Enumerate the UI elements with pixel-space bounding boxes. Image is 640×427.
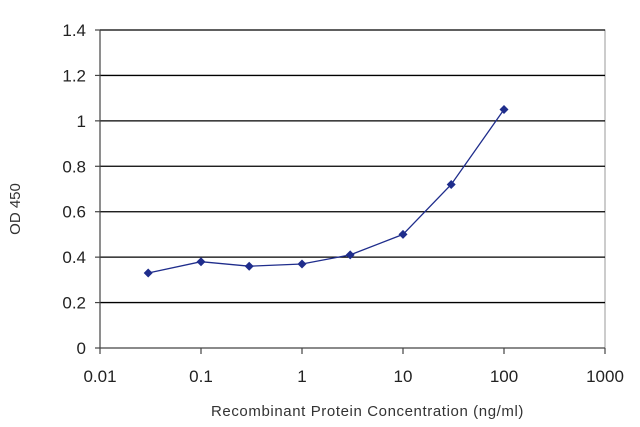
x-tick-label: 100 [490,367,518,386]
x-tick-label: 1 [297,367,306,386]
x-tick-label: 0.1 [189,367,213,386]
y-tick-label: 0 [77,339,86,358]
data-point-marker [297,259,307,269]
y-tick-label: 1 [77,112,86,131]
series-line-0 [148,109,505,274]
x-axis-title: Recombinant Protein Concentration (ng/ml… [211,403,524,420]
data-point-marker [446,180,456,189]
data-point-marker [398,229,408,239]
plot-area [99,29,606,349]
y-tick-label: 0.8 [62,157,86,176]
plot-frame [99,29,606,349]
data-point-marker [244,261,254,271]
y-tick-labels: 0 0.2 0.4 0.6 0.8 1 1.2 1.4 [62,21,86,358]
y-tick-label: 0.2 [62,294,86,313]
y-tick-label: 0.4 [62,248,86,267]
series [143,105,509,278]
y-tick-label: 1.2 [62,66,86,85]
data-point-marker [499,105,509,114]
data-point-marker [196,257,206,267]
data-point-marker [345,250,355,260]
x-tick-label: 10 [394,367,413,386]
y-tick-label: 0.6 [62,203,86,222]
x-tick-label: 1000 [586,367,624,386]
x-tick-label: 0.01 [83,367,116,386]
y-axis-title: OD 450 [7,183,24,235]
y-tick-label: 1.4 [62,21,86,40]
gridlines [95,29,605,349]
x-tick-labels: 0.01 0.1 1 10 100 1000 [83,367,623,386]
axes [99,30,606,354]
data-point-marker [143,268,153,278]
